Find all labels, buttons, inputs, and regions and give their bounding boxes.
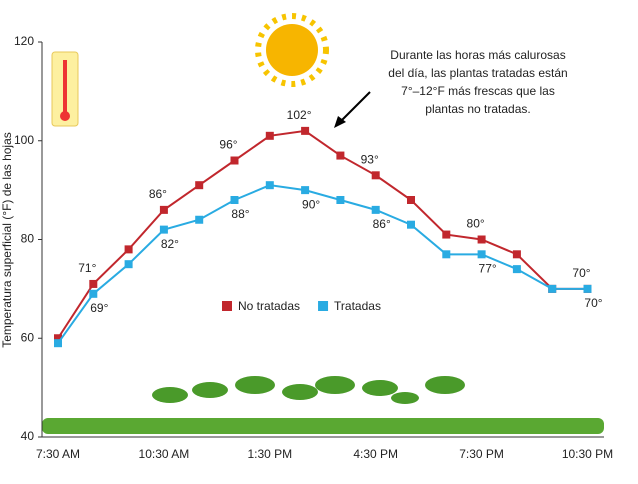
point [442,230,451,239]
annotation-arrow [339,91,371,123]
value-label: 102° [287,108,312,122]
point [301,186,310,195]
value-label: 96° [219,138,237,152]
line [57,184,588,344]
point [477,250,486,259]
value-label: 70° [584,296,602,310]
point [407,196,415,204]
point [265,131,274,140]
y-tick-label: 40 [21,429,35,443]
point [195,181,204,190]
x-tick-label: 10:30 AM [139,447,190,461]
point [336,151,345,160]
annotation: 7°–12°F más frescas que las [401,84,555,98]
y-tick-label: 60 [21,330,35,344]
value-label: 69° [90,301,108,315]
point [477,235,486,244]
x-tick-label: 4:30 PM [353,447,398,461]
point [336,196,345,204]
line [57,129,588,339]
point [512,250,521,259]
point [583,284,592,293]
point [159,225,168,234]
point [159,205,168,214]
grass [42,418,604,434]
x-tick-label: 7:30 PM [459,447,504,461]
legend-swatch [222,301,232,311]
value-label: 70° [572,266,590,280]
y-tick-label: 100 [14,133,34,147]
point [54,339,62,348]
x-tick-label: 1:30 PM [247,447,292,461]
annotation-arrowhead [334,116,346,128]
value-label: 86° [373,217,391,231]
x-tick-label: 10:30 PM [562,447,613,461]
value-label: 93° [361,152,379,166]
value-label: 90° [302,197,320,211]
point [548,284,557,293]
x-tick-label: 7:30 AM [36,447,80,461]
annotation: plantas no tratadas. [425,102,530,116]
legend-swatch [318,301,329,311]
annotation: del día, las plantas tratadas están [388,66,567,80]
legend-label: No tratadas [238,299,300,313]
point [512,265,521,274]
legend-label: Tratadas [334,299,381,313]
point [301,126,310,135]
value-label: 71° [78,261,96,275]
point [89,289,98,298]
sun [255,13,329,87]
value-label: 86° [149,187,167,201]
point [371,171,380,180]
point [371,205,380,214]
point [124,245,133,254]
point [407,220,415,229]
value-label: 80° [467,217,485,231]
point [89,279,98,288]
annotation: Durante las horas más calurosas [390,48,565,62]
thermometer [51,51,79,127]
y-tick-label: 80 [21,232,35,246]
point [265,181,274,190]
value-label: 82° [161,237,179,251]
point [195,215,204,224]
y-axis-label: Temperatura superficial (°F) de las hoja… [0,132,14,348]
point [230,156,239,165]
value-label: 88° [231,207,249,221]
value-label: 77° [479,261,497,275]
point [442,250,451,259]
point [54,334,62,343]
plants [152,376,465,404]
point [124,260,133,269]
point [230,196,239,204]
y-tick-label: 120 [14,34,34,48]
